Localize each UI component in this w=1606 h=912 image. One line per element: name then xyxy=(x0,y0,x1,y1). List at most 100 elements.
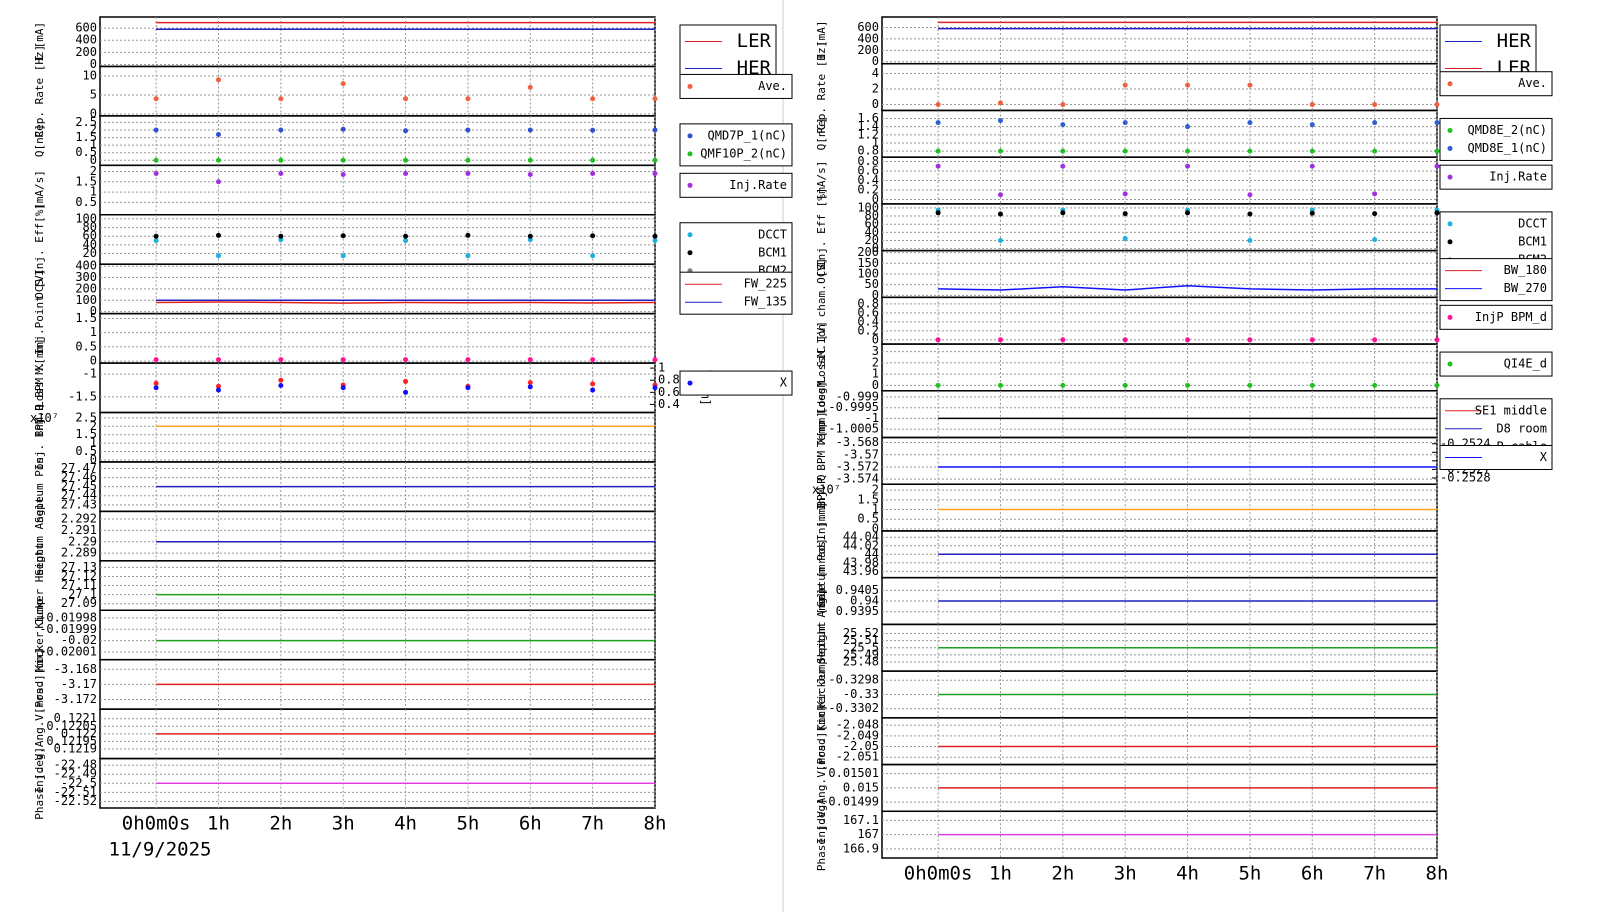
legend-label: Ave. xyxy=(758,79,787,93)
x-tick-label: 4h xyxy=(1176,863,1199,885)
data-point xyxy=(1122,235,1128,241)
data-point xyxy=(215,387,221,393)
y-tick-label: 400 xyxy=(75,259,97,273)
data-point xyxy=(527,237,533,243)
data-point xyxy=(340,172,346,178)
data-point xyxy=(527,357,533,363)
legend-label: Ave. xyxy=(1518,76,1547,90)
y-axis-label: Kicker Height xyxy=(33,542,46,628)
data-point xyxy=(153,157,159,163)
data-point xyxy=(527,127,533,133)
y-axis-label: LossM. SiC [V] xyxy=(815,321,828,414)
y-axis-label: [mA/s] xyxy=(33,170,46,210)
y-tick-label: 0.122 xyxy=(61,726,97,740)
legend-swatch xyxy=(1447,174,1453,180)
legend-swatch xyxy=(687,250,693,256)
y-tick-label: 100 xyxy=(857,266,879,280)
y-tick-label: 400 xyxy=(75,33,97,47)
x-tick-label: 3h xyxy=(332,813,355,835)
y-tick-label: 1 xyxy=(872,135,879,149)
data-point xyxy=(1434,120,1440,126)
y-tick-label: -22.52 xyxy=(54,794,97,808)
y-tick-label: -3.57 xyxy=(843,447,879,461)
y-axis-label: Inj.V.Ang. [mrad] xyxy=(815,732,828,845)
y-tick-label: 25.5 xyxy=(850,640,879,654)
legend-swatch xyxy=(1447,81,1453,87)
data-point xyxy=(1247,237,1253,243)
y-tick-label: -1.5 xyxy=(68,389,97,403)
data-point xyxy=(215,383,221,389)
data-point xyxy=(997,100,1003,106)
y-tick-label: 0.8 xyxy=(857,296,879,310)
y-tick-label: 1.5 xyxy=(75,130,97,144)
data-point xyxy=(278,357,284,363)
data-point xyxy=(278,171,284,177)
y-tick-label: 25.51 xyxy=(843,633,879,647)
data-point xyxy=(997,192,1003,198)
y-tick-label: -0.02001 xyxy=(39,645,97,659)
y-tick-label: 0.8 xyxy=(857,144,879,158)
y-tick-label: 1 xyxy=(872,502,879,516)
y-tick-label: 400 xyxy=(857,31,879,45)
y-tick-label: 50 xyxy=(865,277,879,291)
data-point xyxy=(340,385,346,391)
y-axis-label: Inj. V.Ang. [mrad] xyxy=(33,674,46,793)
data-point xyxy=(1060,337,1066,343)
data-point xyxy=(590,387,596,393)
data-point xyxy=(935,148,941,154)
data-point xyxy=(278,127,284,133)
data-point xyxy=(652,127,658,133)
data-point xyxy=(1372,337,1378,343)
data-point xyxy=(1372,382,1378,388)
y-tick-label: 167 xyxy=(857,827,879,841)
data-point xyxy=(590,127,596,133)
legend-label: HER xyxy=(1497,30,1532,52)
data-point xyxy=(153,380,159,386)
x-tick-label: 1h xyxy=(207,813,230,835)
data-point xyxy=(403,157,409,163)
y-tick-label: 0.9395 xyxy=(836,604,879,618)
legend-box xyxy=(679,73,793,99)
y-tick-label: 2.291 xyxy=(61,523,97,537)
data-point xyxy=(465,171,471,177)
y-axis-label: Q[nC] xyxy=(815,117,828,150)
data-point xyxy=(403,96,409,102)
y-tick-label: 1.2 xyxy=(857,127,879,141)
y-tick-label: 5 xyxy=(90,87,97,101)
legend-label: X xyxy=(1540,450,1548,464)
data-point xyxy=(1309,210,1315,216)
y-axis-label: Phase [deg] xyxy=(33,747,46,820)
y-tick-label: 0 xyxy=(90,153,97,167)
legend-label: QMF10P_2(nC) xyxy=(700,146,787,160)
data-point xyxy=(153,238,159,244)
y-tick-label: 0.94 xyxy=(850,594,879,608)
legend-swatch xyxy=(1447,361,1453,367)
data-point xyxy=(590,171,596,177)
data-point xyxy=(403,171,409,177)
y-tick-label: 0.2 xyxy=(857,183,879,197)
legend-box xyxy=(679,271,793,315)
data-point xyxy=(1122,382,1128,388)
data-point xyxy=(1185,124,1191,130)
data-point xyxy=(1060,163,1066,169)
y-tick-label: 0 xyxy=(872,241,879,255)
y-axis-label: Kicker Jump xyxy=(815,658,828,731)
y-tick-label: 40 xyxy=(865,225,879,239)
y-tick-label: 2.5 xyxy=(75,410,97,424)
y-tick-label: 600 xyxy=(857,20,879,34)
data-point xyxy=(1372,102,1378,108)
y-tick-label: 1.6 xyxy=(857,111,879,125)
y-tick-label: 0 xyxy=(90,57,97,71)
x-tick-label: 3h xyxy=(1114,863,1137,885)
legend-box xyxy=(1439,71,1553,97)
y-axis-label: Rep. Rate [Hz] xyxy=(33,45,46,138)
legend-swatch xyxy=(1447,314,1453,320)
x-tick-label: 8h xyxy=(644,813,667,835)
data-point xyxy=(1434,382,1440,388)
y-tick-label: 27.12 xyxy=(61,569,97,583)
data-point xyxy=(153,127,159,133)
legend-label: X xyxy=(780,376,788,390)
legend-label: InjP BPM_d xyxy=(1475,310,1547,324)
data-point xyxy=(403,357,409,363)
